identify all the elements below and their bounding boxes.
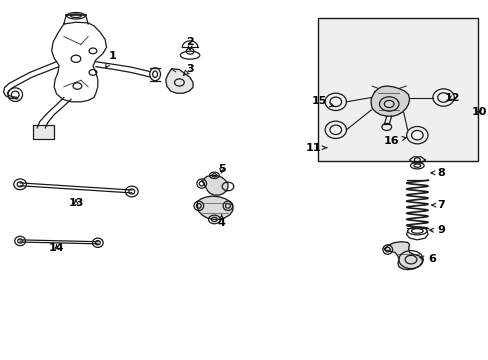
Text: 1: 1 <box>105 51 116 68</box>
Polygon shape <box>202 175 227 195</box>
Text: 6: 6 <box>419 254 435 264</box>
Text: 8: 8 <box>430 168 445 178</box>
Text: 13: 13 <box>68 198 83 208</box>
Polygon shape <box>197 196 232 220</box>
Text: 3: 3 <box>183 64 194 76</box>
Polygon shape <box>384 242 421 270</box>
Text: 15: 15 <box>311 96 333 107</box>
FancyBboxPatch shape <box>317 18 477 161</box>
Polygon shape <box>370 86 409 116</box>
Text: 11: 11 <box>305 143 326 153</box>
FancyBboxPatch shape <box>33 126 54 139</box>
Text: 5: 5 <box>217 164 225 174</box>
Text: 16: 16 <box>383 136 405 145</box>
Text: 14: 14 <box>49 243 64 253</box>
Text: 12: 12 <box>444 93 459 103</box>
Text: 4: 4 <box>217 215 225 228</box>
Text: 7: 7 <box>431 200 445 210</box>
Polygon shape <box>165 69 193 93</box>
Text: 2: 2 <box>186 37 194 50</box>
Text: 10: 10 <box>470 107 486 117</box>
Text: 9: 9 <box>429 225 445 235</box>
